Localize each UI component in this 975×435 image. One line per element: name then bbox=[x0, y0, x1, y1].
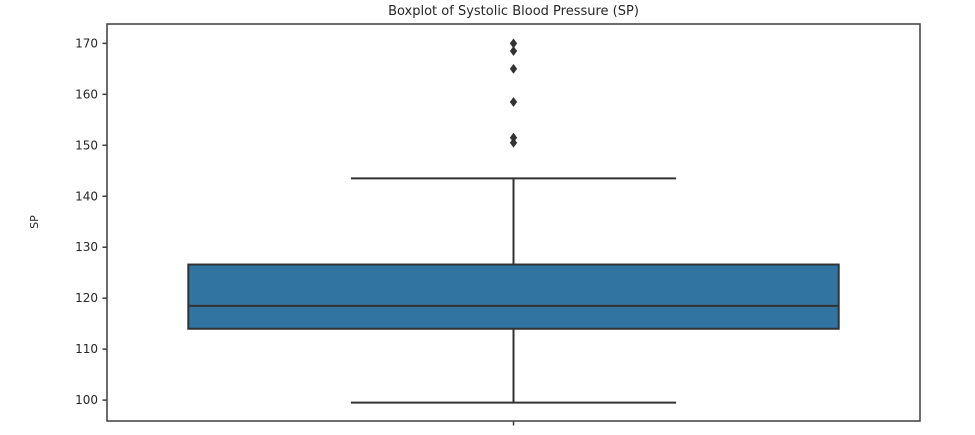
outlier-marker bbox=[509, 132, 518, 143]
y-tick-label: 160 bbox=[75, 87, 98, 101]
outlier-marker bbox=[509, 45, 518, 57]
y-tick-label: 120 bbox=[75, 291, 98, 305]
y-tick-label: 140 bbox=[75, 189, 98, 203]
outlier-marker bbox=[509, 96, 518, 107]
outlier-marker bbox=[509, 63, 518, 74]
iqr-box bbox=[187, 263, 840, 330]
y-tick-label: 100 bbox=[75, 393, 98, 407]
outlier-marker bbox=[509, 38, 518, 49]
y-tick-label: 170 bbox=[75, 36, 98, 50]
y-tick-label: 150 bbox=[75, 138, 98, 152]
chart-title: Boxplot of Systolic Blood Pressure (SP) bbox=[388, 4, 639, 19]
y-tick-label: 130 bbox=[75, 240, 98, 254]
y-tick-label: 110 bbox=[75, 342, 98, 356]
outlier-marker bbox=[509, 137, 518, 148]
